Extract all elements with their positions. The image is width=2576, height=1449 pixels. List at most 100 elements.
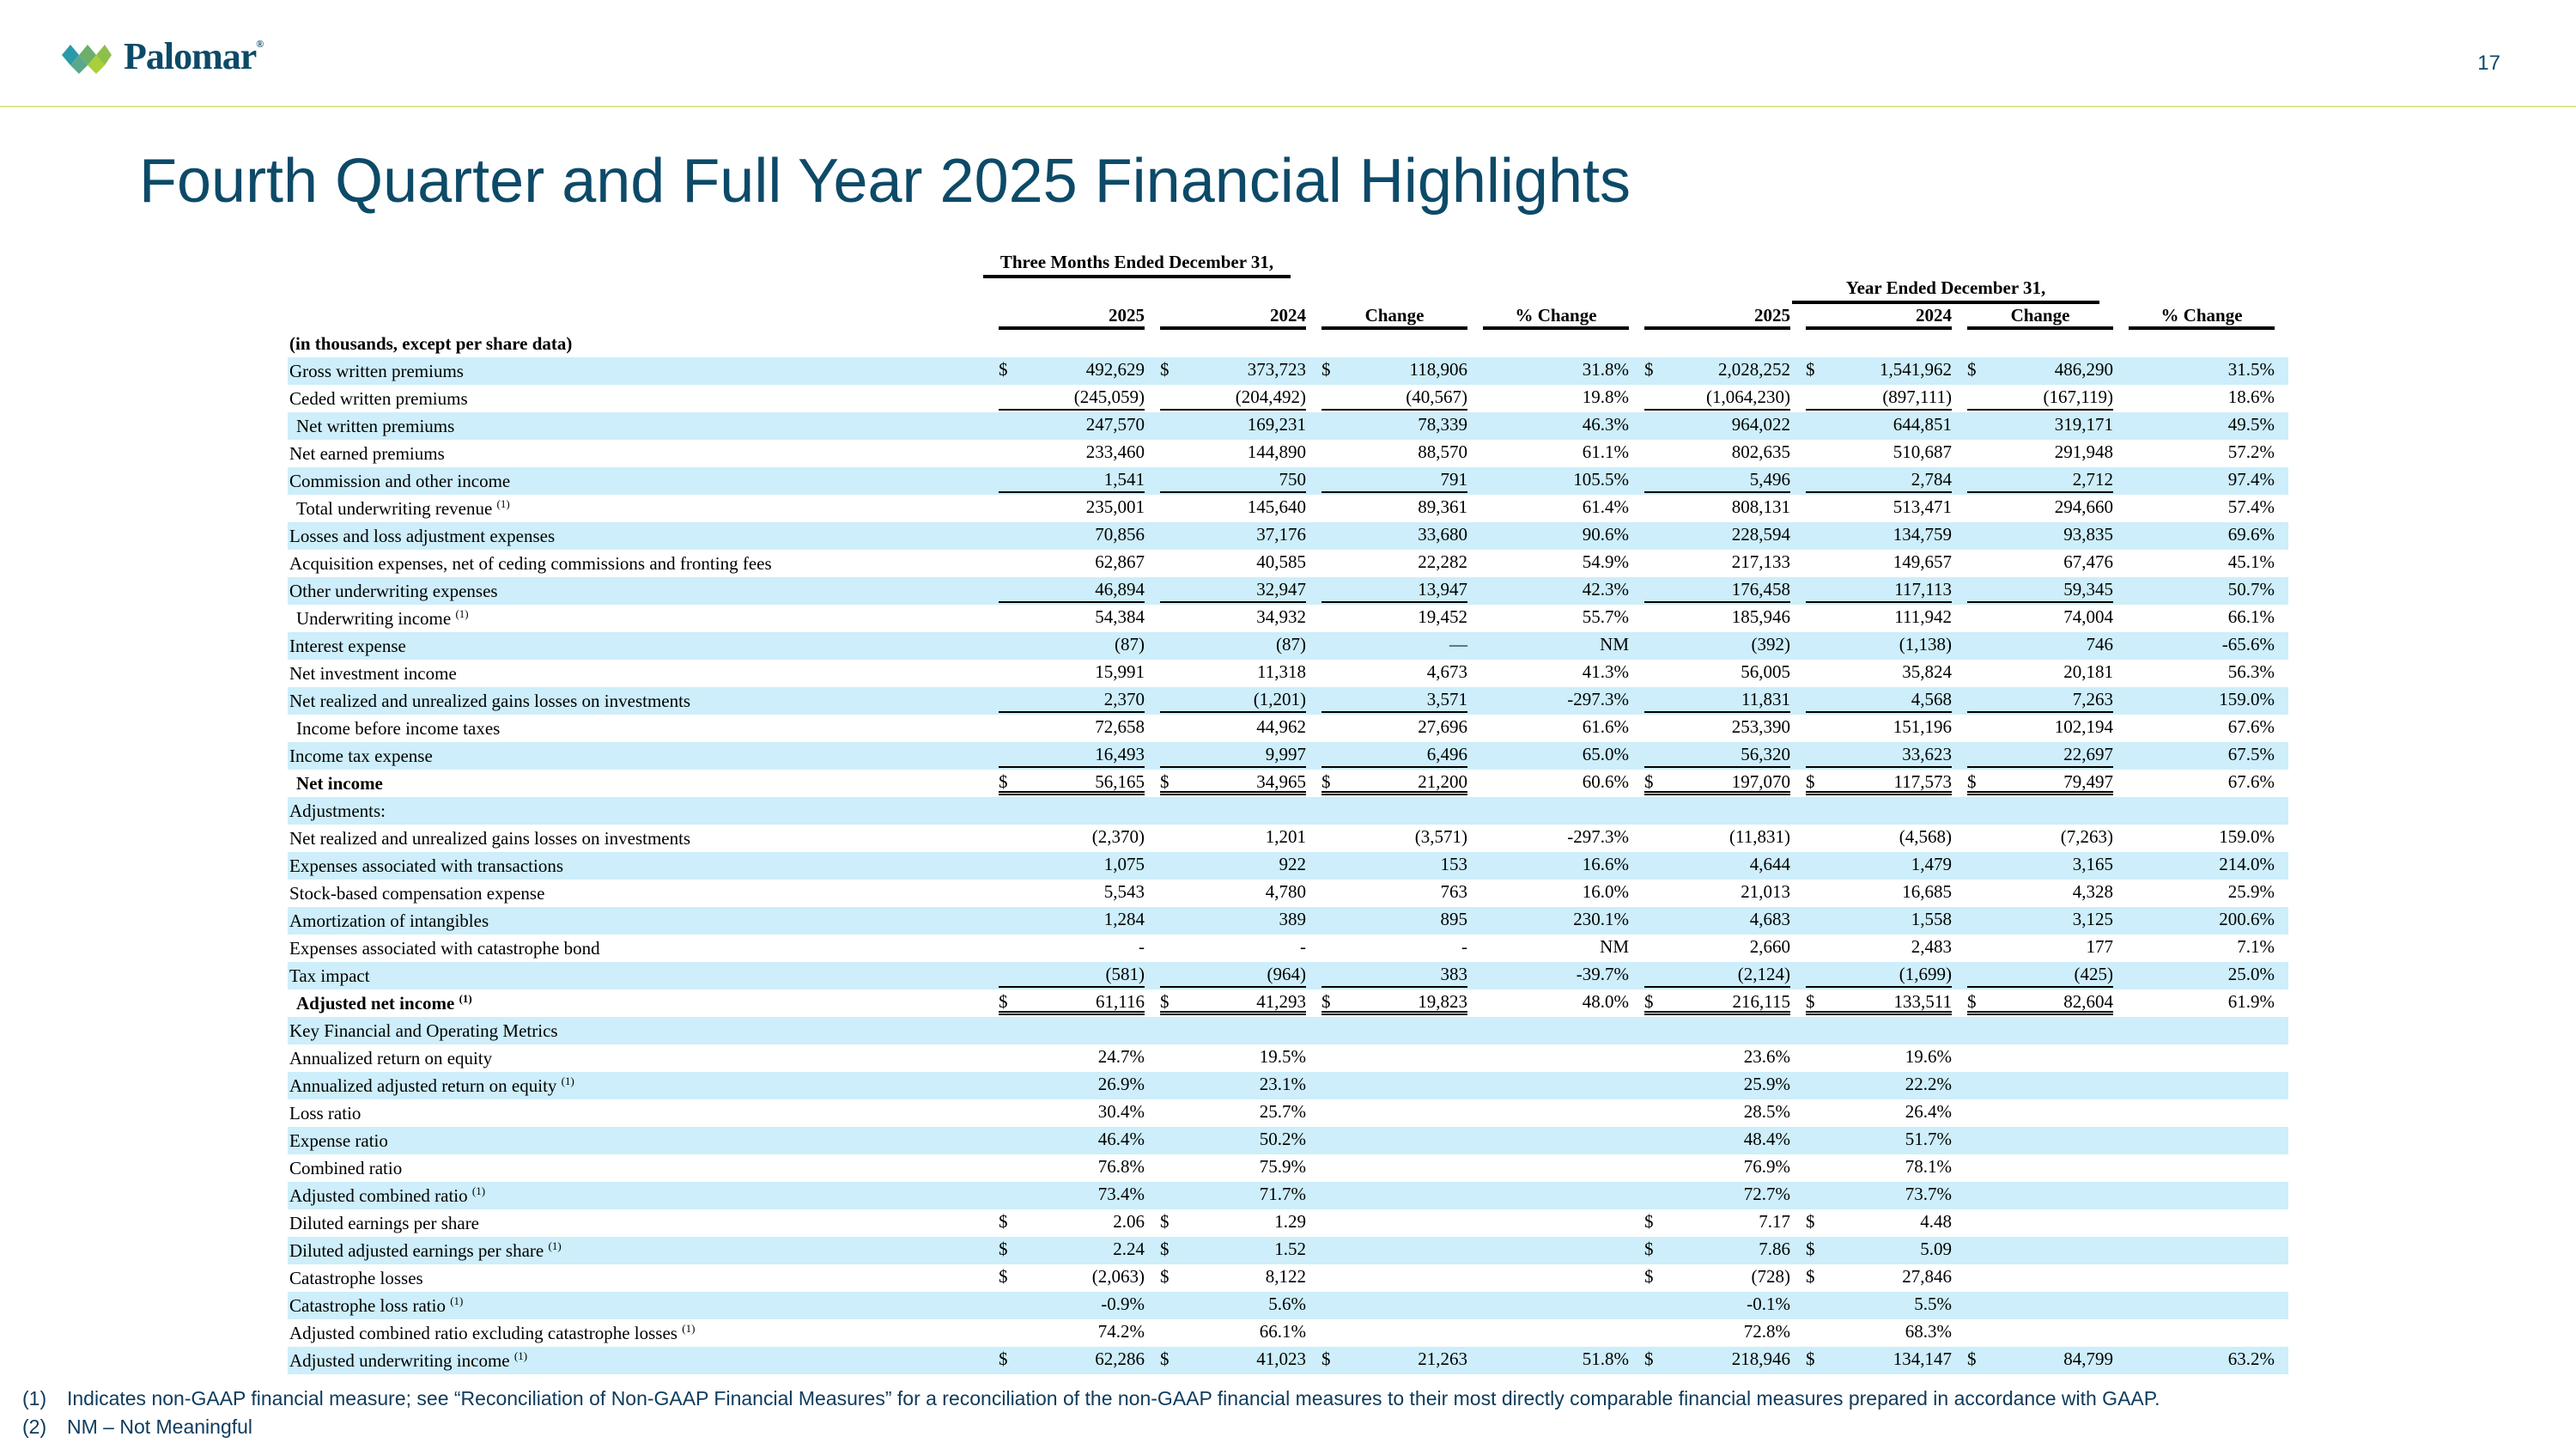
cell-value: (964)	[1160, 964, 1306, 988]
table-cell: $373,723	[1145, 359, 1306, 383]
table-cell	[2113, 1321, 2275, 1345]
cell-value	[1483, 1101, 1629, 1125]
table-cell: 3,125	[1952, 909, 2113, 933]
cell-value: 922	[1160, 854, 1307, 878]
table-row: Expense ratio 46.4% 50.2% 48.4% 51.7%	[288, 1127, 2288, 1154]
cell-value: 56,320	[1644, 744, 1790, 768]
cell-value	[2129, 332, 2275, 356]
cell-value	[1321, 1321, 1467, 1345]
table-cell: 50.7%	[2113, 579, 2275, 603]
row-label-text: Adjustments:	[289, 801, 386, 821]
cell-value	[999, 799, 1145, 823]
cell-number: (204,492)	[1235, 387, 1306, 407]
cell-value	[1967, 1129, 2113, 1153]
table-cell: 4,328	[1952, 881, 2113, 905]
table-cell	[1952, 1321, 2113, 1345]
table-cell	[1145, 332, 1306, 356]
cell-number: 16.6%	[1582, 854, 1629, 874]
table-cell: 235,001	[983, 496, 1145, 521]
cell-value: 3,165	[1967, 854, 2113, 878]
cell-value: 102,194	[1967, 716, 2113, 740]
cell-value: 159.0%	[2129, 826, 2275, 850]
table-cell: 67,476	[1952, 551, 2113, 575]
cell-value: 25.0%	[2129, 964, 2275, 988]
footnote-number: (2)	[22, 1416, 47, 1438]
table-cell: 16.6%	[1467, 854, 1629, 878]
cell-value: 5.5%	[1806, 1294, 1952, 1318]
table-cell: 16,685	[1790, 881, 1952, 905]
cell-value	[1321, 1129, 1467, 1153]
table-cell: 46,894	[983, 579, 1145, 603]
cell-value: -39.7%	[1483, 964, 1629, 988]
cell-number: 644,851	[1893, 414, 1952, 435]
cell-value: $21,200	[1321, 771, 1467, 795]
table-cell	[1306, 1266, 1467, 1290]
table-cell: 510,687	[1790, 441, 1952, 466]
cell-number: (728)	[1751, 1266, 1791, 1287]
cell-number: (392)	[1751, 634, 1791, 654]
cell-number: 34,932	[1256, 606, 1306, 627]
table-cell: 964,022	[1629, 414, 1790, 438]
row-label: Net realized and unrealized gains losses…	[288, 827, 983, 849]
row-label-text: Underwriting income	[296, 608, 452, 629]
table-row: Adjusted combined ratio excluding catast…	[288, 1319, 2288, 1347]
table-cell: 56,320	[1629, 744, 1790, 768]
cell-number: (4,568)	[1899, 826, 1952, 847]
table-cell: (11,831)	[1629, 826, 1790, 850]
cell-value: (897,111)	[1806, 387, 1952, 411]
palomar-logo: Palomar®	[62, 34, 264, 78]
table-cell: 74.2%	[983, 1321, 1145, 1345]
table-cell: $34,965	[1145, 771, 1306, 795]
cell-number: 144,890	[1247, 441, 1306, 462]
table-cell	[2113, 799, 2275, 823]
cell-value	[1806, 1019, 1952, 1043]
table-cell: 3,165	[1952, 854, 2113, 878]
table-cell: 22.2%	[1790, 1074, 1952, 1098]
table-cell	[1306, 1046, 1467, 1070]
table-row: Adjusted net income (1) $61,116 $41,293 $19…	[288, 989, 2288, 1017]
table-cell	[1952, 1211, 2113, 1235]
cell-value: $216,115	[1644, 991, 1790, 1015]
table-cell: 56.3%	[2113, 661, 2275, 685]
table-cell	[1467, 1211, 1629, 1235]
table-cell: $486,290	[1952, 359, 2113, 383]
cell-value: 383	[1321, 964, 1467, 988]
cell-number: 56,005	[1741, 661, 1790, 682]
table-cell: 291,948	[1952, 441, 2113, 466]
table-cell: -297.3%	[1467, 826, 1629, 850]
cell-number: 16,493	[1095, 744, 1145, 764]
table-cell	[1467, 1074, 1629, 1098]
cell-number: 4,568	[1911, 689, 1952, 709]
cell-value: -297.3%	[1483, 689, 1629, 713]
cell-value: -297.3%	[1483, 826, 1629, 850]
cell-value: 2,370	[999, 689, 1145, 713]
table-row: Expenses associated with transactions 1,0…	[288, 852, 2288, 880]
cell-number: (2,124)	[1737, 964, 1790, 984]
cell-number: 11,318	[1257, 661, 1306, 682]
table-cell: 247,570	[983, 414, 1145, 438]
cell-value: 149,657	[1806, 551, 1952, 575]
cell-value: $62,286	[999, 1349, 1145, 1373]
row-label-text: Net realized and unrealized gains losses…	[289, 691, 691, 711]
cell-number: 46,894	[1095, 579, 1145, 600]
cell-value: 144,890	[1160, 441, 1306, 466]
cell-number: 61.9%	[2227, 991, 2275, 1012]
cell-number: 41,293	[1256, 991, 1306, 1012]
table-cell: 2,784	[1790, 469, 1952, 493]
cell-number: 1.52	[1274, 1239, 1306, 1259]
cell-value	[1967, 1211, 2113, 1235]
cell-number: 46.4%	[1097, 1129, 1145, 1149]
cell-value: 89,361	[1321, 496, 1467, 521]
table-cell: $1,541,962	[1790, 359, 1952, 383]
cell-value: 111,942	[1806, 606, 1952, 630]
cell-value: $27,846	[1806, 1266, 1952, 1290]
table-cell: $ (2,063)	[983, 1266, 1145, 1290]
row-label-text: Diluted adjusted earnings per share	[289, 1240, 544, 1261]
table-cell	[1467, 799, 1629, 823]
table-row: Tax impact (581) (964) 383 -39.7% (2,124) (1,6…	[288, 962, 2288, 989]
table-cell: 1,201	[1145, 826, 1306, 850]
cell-number: 62,867	[1095, 551, 1145, 572]
cell-number: 197,070	[1731, 771, 1790, 792]
table-cell: (3,571)	[1306, 826, 1467, 850]
cell-value: (7,263)	[1967, 826, 2113, 850]
